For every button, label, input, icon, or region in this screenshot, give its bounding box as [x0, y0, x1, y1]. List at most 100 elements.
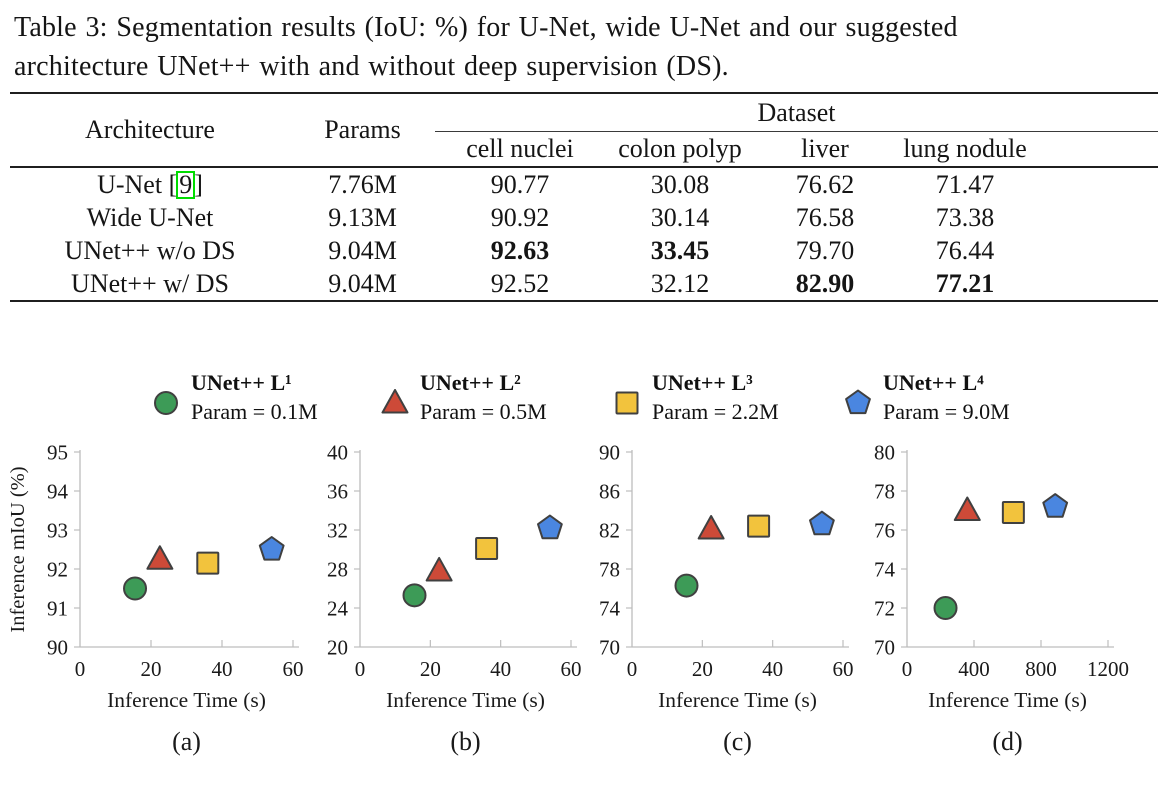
subfigure-caption: (a)	[172, 727, 201, 756]
chart-c: 70 74 78 82 86 90 0 20 40 60 Inference Time (s) (c)	[599, 440, 854, 756]
dataset-header: liver	[755, 131, 895, 168]
data-point-pentagon	[809, 510, 835, 536]
y-tick-label: 90	[599, 440, 620, 464]
data-point-square	[475, 537, 499, 561]
y-tick-label: 78	[599, 557, 620, 581]
y-tick-label: 95	[47, 440, 68, 464]
y-tick-label: 20	[327, 635, 348, 659]
table-caption: Table 3: Segmentation results (IoU: %) f…	[14, 8, 1162, 86]
table-row: UNet++ w/ DS 9.04M 92.52 32.12 82.90 77.21	[10, 267, 1158, 301]
value-cell: 92.63	[490, 235, 550, 265]
table-body: U-Net [9] 7.76M 90.77 30.08 76.62 71.47 Wide U…	[10, 167, 1158, 301]
data-point-square	[196, 551, 220, 575]
params-cell: 7.76M	[328, 169, 397, 199]
data-point-square	[1001, 500, 1025, 524]
y-tick-label: 78	[874, 479, 895, 503]
chart-a: 90 91 92 93 94 95 0 20 40 60 Inference Time (s) Inf…	[7, 440, 304, 756]
x-tick-label: 20	[692, 657, 713, 681]
legend-marker-square-icon	[615, 391, 639, 415]
y-tick-label: 40	[327, 440, 348, 464]
y-tick-label: 24	[327, 596, 349, 620]
data-point-pentagon	[1042, 493, 1069, 518]
y-tick-label: 74	[874, 557, 896, 581]
y-tick-label: 90	[47, 635, 68, 659]
value-cell: 32.12	[650, 268, 710, 298]
value-cell: 33.45	[650, 235, 710, 265]
y-tick-label: 76	[874, 518, 895, 542]
legend-series-param: Param = 9.0M	[883, 399, 1010, 424]
citation-link[interactable]: 9	[176, 170, 196, 199]
value-cell: 30.08	[650, 169, 710, 199]
legend-entry: UNet++ L⁴ Param = 9.0M	[844, 368, 1010, 426]
chart-b: 20 24 28 32 36 40 0 20 40 60 Inference Time (s) (b)	[327, 440, 582, 756]
table-row: Wide U-Net 9.13M 90.92 30.14 76.58 73.38	[10, 201, 1158, 234]
y-tick-label: 93	[47, 518, 68, 542]
params-cell: 9.04M	[328, 235, 397, 265]
subfigure-caption: (d)	[992, 727, 1022, 756]
x-tick-label: 60	[283, 657, 304, 681]
y-tick-label: 94	[47, 479, 69, 503]
data-point-triangle	[697, 515, 725, 540]
subfigure-caption: (c)	[723, 727, 752, 756]
legend-series-name: UNet++ L⁴	[883, 370, 984, 395]
params-cell: 9.13M	[328, 202, 397, 232]
x-tick-label: 0	[75, 657, 86, 681]
dataset-header: lung nodule	[895, 131, 1035, 168]
x-tick-label: 20	[141, 657, 162, 681]
legend-series-param: Param = 0.1M	[191, 399, 318, 424]
table-row: UNet++ w/o DS 9.04M 92.63 33.45 79.70 76.44	[10, 234, 1158, 267]
spacer-cell	[1035, 167, 1158, 201]
y-tick-label: 86	[599, 479, 620, 503]
y-tick-label: 74	[599, 596, 621, 620]
params-cell: 9.04M	[328, 268, 397, 298]
table-caption-line2: architecture UNet++ with and without dee…	[14, 51, 729, 82]
y-tick-label: 36	[327, 479, 348, 503]
architecture-cell: UNet++ w/ DS	[71, 268, 229, 298]
y-tick-label: 82	[599, 518, 620, 542]
legend-series-param: Param = 2.2M	[652, 399, 779, 424]
value-cell: 30.14	[650, 202, 710, 232]
x-tick-label: 40	[762, 657, 783, 681]
y-tick-label: 91	[47, 596, 68, 620]
architecture-cell: U-Net [9]	[97, 169, 203, 199]
value-cell: 79.70	[795, 235, 855, 265]
data-point-circle	[402, 583, 427, 608]
data-point-pentagon	[258, 536, 285, 561]
architecture-header: Architecture	[10, 93, 290, 168]
x-tick-label: 60	[833, 657, 854, 681]
legend-marker-circle-icon	[154, 391, 178, 415]
results-table: Architecture Params Dataset cell nuclei c…	[10, 92, 1158, 302]
table-caption-line1: Table 3: Segmentation results (IoU: %) f…	[14, 12, 958, 43]
x-tick-label: 40	[212, 657, 233, 681]
architecture-cell: UNet++ w/o DS	[64, 235, 236, 265]
y-axis-title: Inference mIoU (%)	[7, 466, 29, 632]
data-point-circle	[123, 576, 148, 601]
y-tick-label: 70	[874, 635, 895, 659]
y-tick-label: 72	[874, 596, 895, 620]
subfigure-caption: (b)	[450, 727, 480, 756]
x-axis-title: Inference Time (s)	[658, 688, 817, 712]
legend-series-name: UNet++ L²	[420, 370, 521, 395]
legend-series-param: Param = 0.5M	[420, 399, 547, 424]
data-point-triangle	[953, 496, 981, 521]
params-header: Params	[290, 93, 435, 168]
value-cell: 90.77	[490, 169, 550, 199]
legend-entry: UNet++ L³ Param = 2.2M	[613, 368, 779, 426]
spacer-cell	[1035, 267, 1158, 301]
x-axis-title: Inference Time (s)	[928, 688, 1087, 712]
x-tick-label: 800	[1025, 657, 1057, 681]
y-tick-label: 32	[327, 518, 348, 542]
y-tick-label: 80	[874, 440, 895, 464]
legend-series-name: UNet++ L³	[652, 370, 753, 395]
value-cell: 92.52	[490, 268, 550, 298]
spacer-cell	[1035, 234, 1158, 267]
data-point-circle	[674, 573, 699, 598]
y-tick-label: 92	[47, 557, 68, 581]
value-cell: 71.47	[935, 169, 995, 199]
legend-marker-triangle-icon	[381, 389, 409, 414]
spacer-cell	[1035, 131, 1158, 168]
legend-entry: UNet++ L¹ Param = 0.1M	[152, 368, 318, 426]
value-cell: 76.62	[795, 169, 855, 199]
data-point-triangle	[425, 556, 453, 582]
